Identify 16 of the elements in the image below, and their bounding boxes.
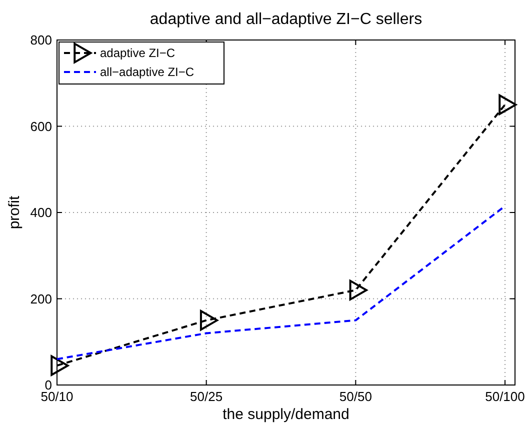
y-tick-label: 200 (30, 291, 52, 306)
x-tick-label: 50/25 (190, 389, 223, 404)
chart-title: adaptive and all−adaptive ZI−C sellers (150, 11, 422, 28)
y-axis-title: profit (6, 195, 23, 230)
x-tick-label: 50/50 (339, 389, 372, 404)
x-axis-title: the supply/demand (222, 406, 350, 423)
point (50, 355, 69, 376)
y-tick-label: 800 (30, 32, 52, 48)
point (498, 94, 517, 115)
y-tick-label: 400 (30, 205, 52, 220)
x-tick-label: 50/100 (485, 389, 525, 404)
point (200, 310, 218, 331)
legend-label: all−adaptive ZI−C (100, 65, 194, 80)
point (349, 280, 368, 300)
legend-label: adaptive ZI−C (100, 46, 176, 60)
y-tick-label: 600 (30, 118, 52, 134)
